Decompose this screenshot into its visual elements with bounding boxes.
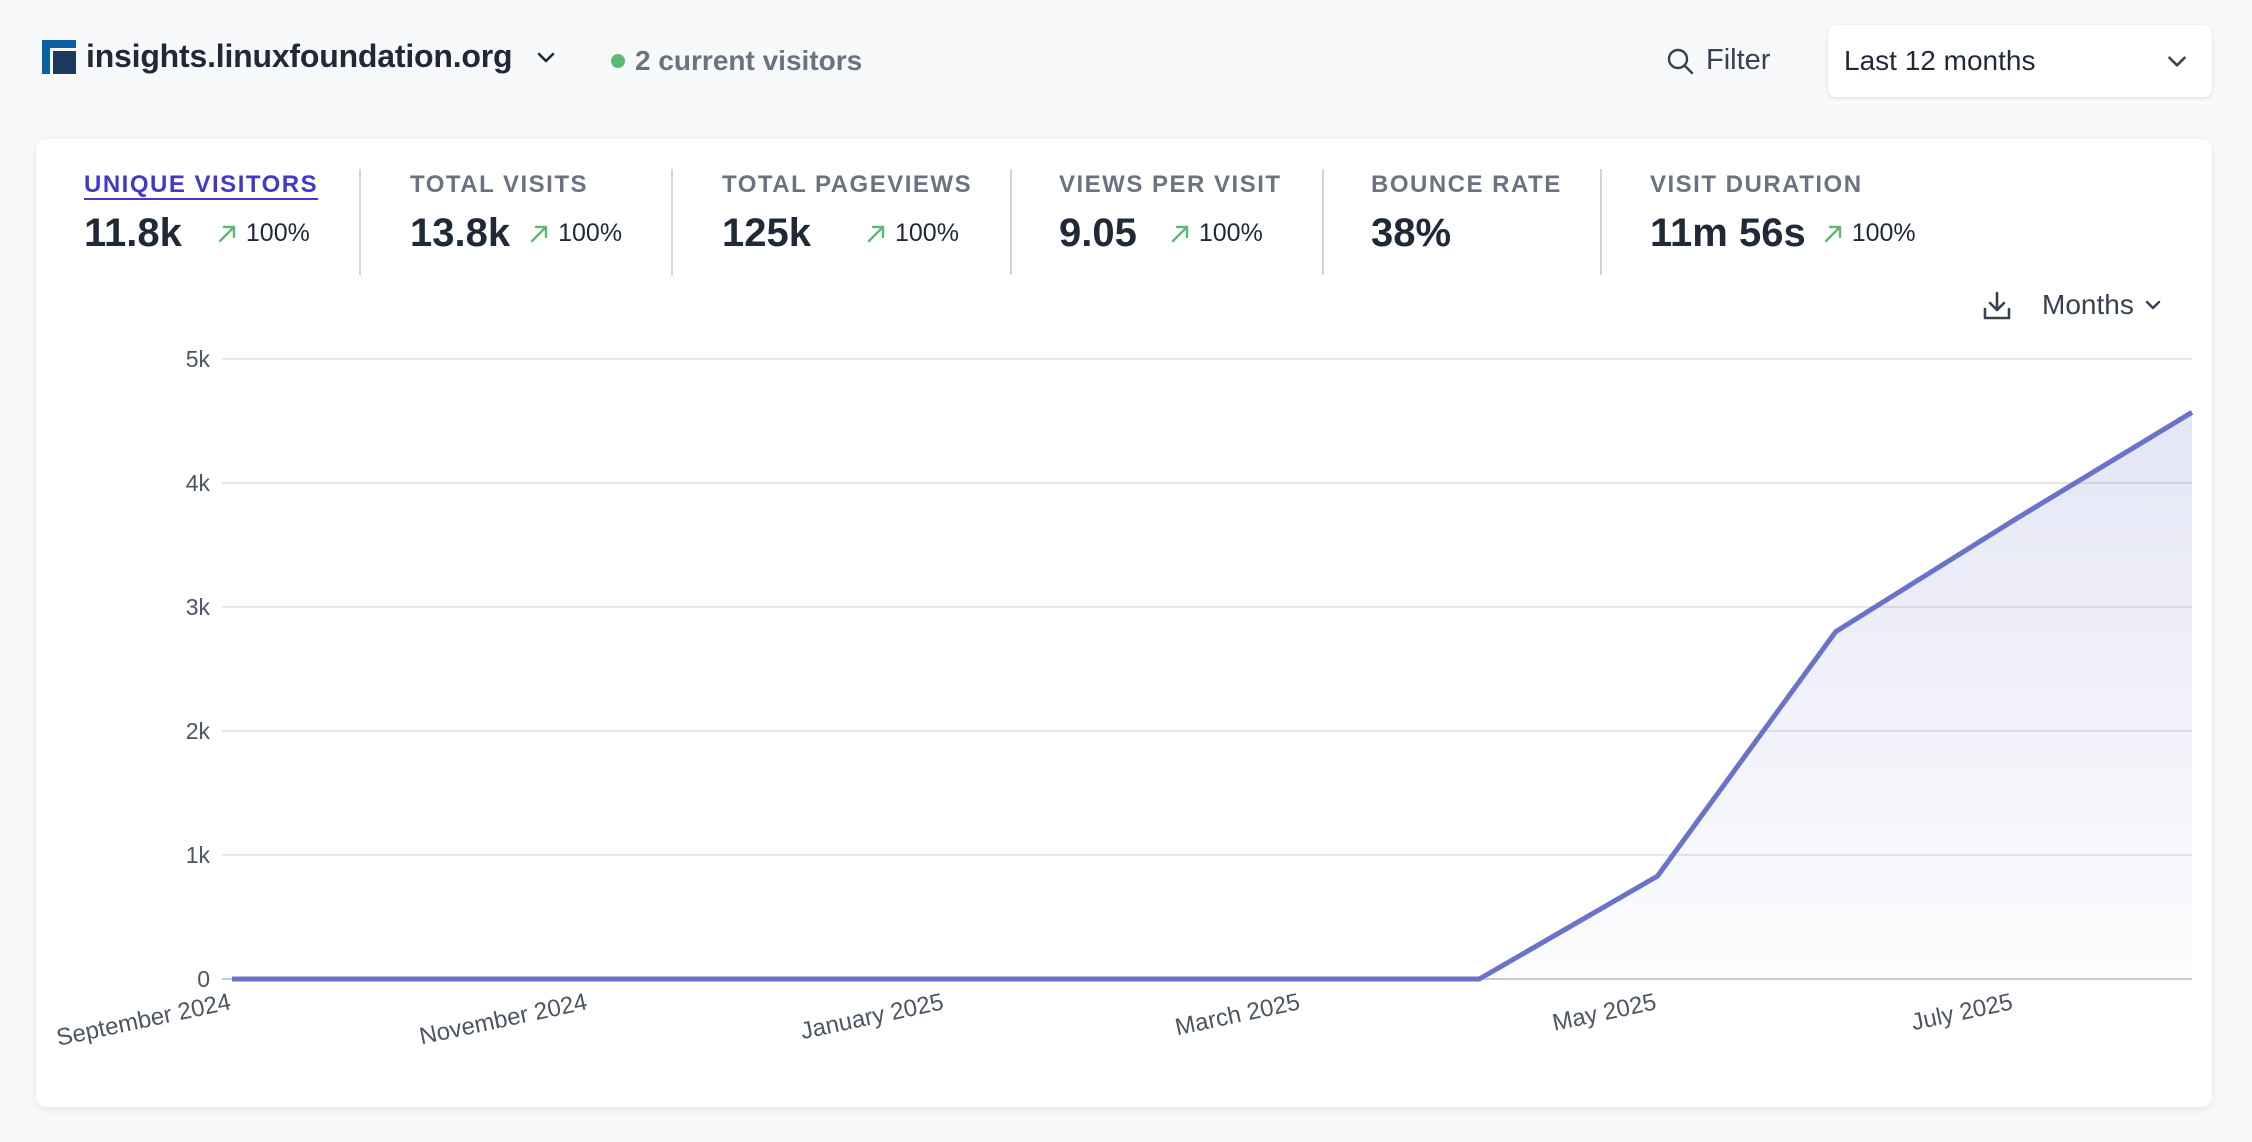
metric-label: TOTAL PAGEVIEWS — [722, 171, 973, 198]
metric-change: 100% — [865, 219, 959, 248]
metric-bounce-rate[interactable]: BOUNCE RATE 38% — [1371, 171, 1562, 256]
date-range-select[interactable]: Last 12 months — [1828, 25, 2212, 97]
chart-area-fill — [232, 412, 2192, 979]
metric-value: 11.8k — [84, 211, 182, 255]
filter-label: Filter — [1706, 44, 1771, 76]
arrow-up-right-icon — [530, 225, 548, 242]
metric-unique-visitors[interactable]: UNIQUE VISITORS 11.8k 100% — [84, 171, 318, 256]
metric-divider — [1322, 169, 1324, 275]
metric-views-per-visit[interactable]: VIEWS PER VISIT 9.05 100% — [1059, 171, 1282, 256]
arrow-up-right-icon — [1824, 225, 1841, 242]
x-tick-label: September 2024 — [54, 988, 233, 1051]
metric-visit-duration[interactable]: VISIT DURATION 11m 56s 100% — [1650, 171, 1916, 256]
metric-label: VISIT DURATION — [1650, 171, 1863, 198]
metric-value: 38% — [1371, 211, 1452, 255]
metric-value: 11m 56s — [1650, 211, 1806, 255]
metric-change: 100% — [216, 219, 310, 248]
metric-label: BOUNCE RATE — [1371, 171, 1562, 198]
y-tick-label: 2k — [186, 718, 211, 744]
site-name: insights.linuxfoundation.org — [86, 38, 513, 74]
metric-label: VIEWS PER VISIT — [1059, 171, 1282, 198]
y-tick-label: 3k — [186, 594, 211, 620]
metric-change-value: 100% — [894, 219, 959, 247]
metric-change-value: 100% — [245, 219, 310, 247]
metric-change-value: 100% — [558, 219, 623, 247]
metric-divider — [359, 169, 361, 275]
x-tick-label: January 2025 — [798, 988, 946, 1045]
metric-total-visits[interactable]: TOTAL VISITS 13.8k 100% — [410, 171, 622, 256]
date-range-label: Last 12 months — [1844, 45, 2036, 76]
metric-label: UNIQUE VISITORS — [84, 171, 319, 198]
chevron-down-icon — [2145, 300, 2161, 310]
metric-divider — [1010, 169, 1012, 275]
download-icon[interactable] — [1980, 289, 2014, 323]
arrow-up-right-icon — [867, 225, 885, 242]
live-dot-icon — [611, 54, 625, 68]
stats-card: UNIQUE VISITORS 11.8k 100% TOTAL VISITS … — [36, 139, 2212, 1107]
metric-value: 13.8k — [410, 211, 511, 255]
metric-value: 125k — [722, 211, 811, 255]
y-tick-label: 1k — [186, 842, 211, 868]
y-tick-label: 0 — [197, 966, 210, 992]
metric-divider — [671, 169, 673, 275]
site-logo-icon — [42, 39, 76, 74]
visitors-line-chart: 0 1k 2k 3k 4k 5k September 2024 November 2024 J… — [54, 346, 2194, 1052]
y-tick-label: 5k — [186, 346, 211, 372]
metric-value: 9.05 — [1059, 211, 1137, 255]
metric-change-value: 100% — [1851, 219, 1916, 247]
top-bar: insights.linuxfoundation.org 2 current v… — [0, 0, 2252, 130]
x-tick-label: November 2024 — [417, 988, 590, 1050]
search-icon — [1667, 48, 1694, 74]
chevron-down-icon — [538, 52, 555, 62]
interval-select[interactable]: Months — [2042, 289, 2164, 321]
metric-label: TOTAL VISITS — [410, 171, 589, 198]
arrow-up-right-icon — [218, 225, 236, 242]
metric-total-pageviews[interactable]: TOTAL PAGEVIEWS 125k 100% — [722, 171, 972, 256]
interval-label: Months — [2042, 289, 2134, 320]
metric-change: 100% — [1822, 219, 1916, 248]
chart-series-line — [232, 410, 2194, 982]
arrow-up-right-icon — [1171, 225, 1189, 242]
site-switcher[interactable]: insights.linuxfoundation.org — [42, 38, 558, 75]
x-tick-label: July 2025 — [1909, 988, 2015, 1036]
x-tick-label: March 2025 — [1173, 988, 1303, 1041]
chevron-down-icon — [2168, 56, 2186, 67]
current-visitors[interactable]: 2 current visitors — [611, 45, 862, 77]
filter-button[interactable]: Filter — [1664, 44, 1770, 77]
metric-change: 100% — [1169, 219, 1263, 248]
metric-change-value: 100% — [1198, 219, 1263, 247]
metric-change: 100% — [528, 219, 622, 248]
metric-divider — [1600, 169, 1602, 275]
current-visitors-label: 2 current visitors — [635, 45, 863, 76]
x-tick-label: May 2025 — [1550, 988, 1659, 1036]
y-tick-label: 4k — [186, 470, 211, 496]
